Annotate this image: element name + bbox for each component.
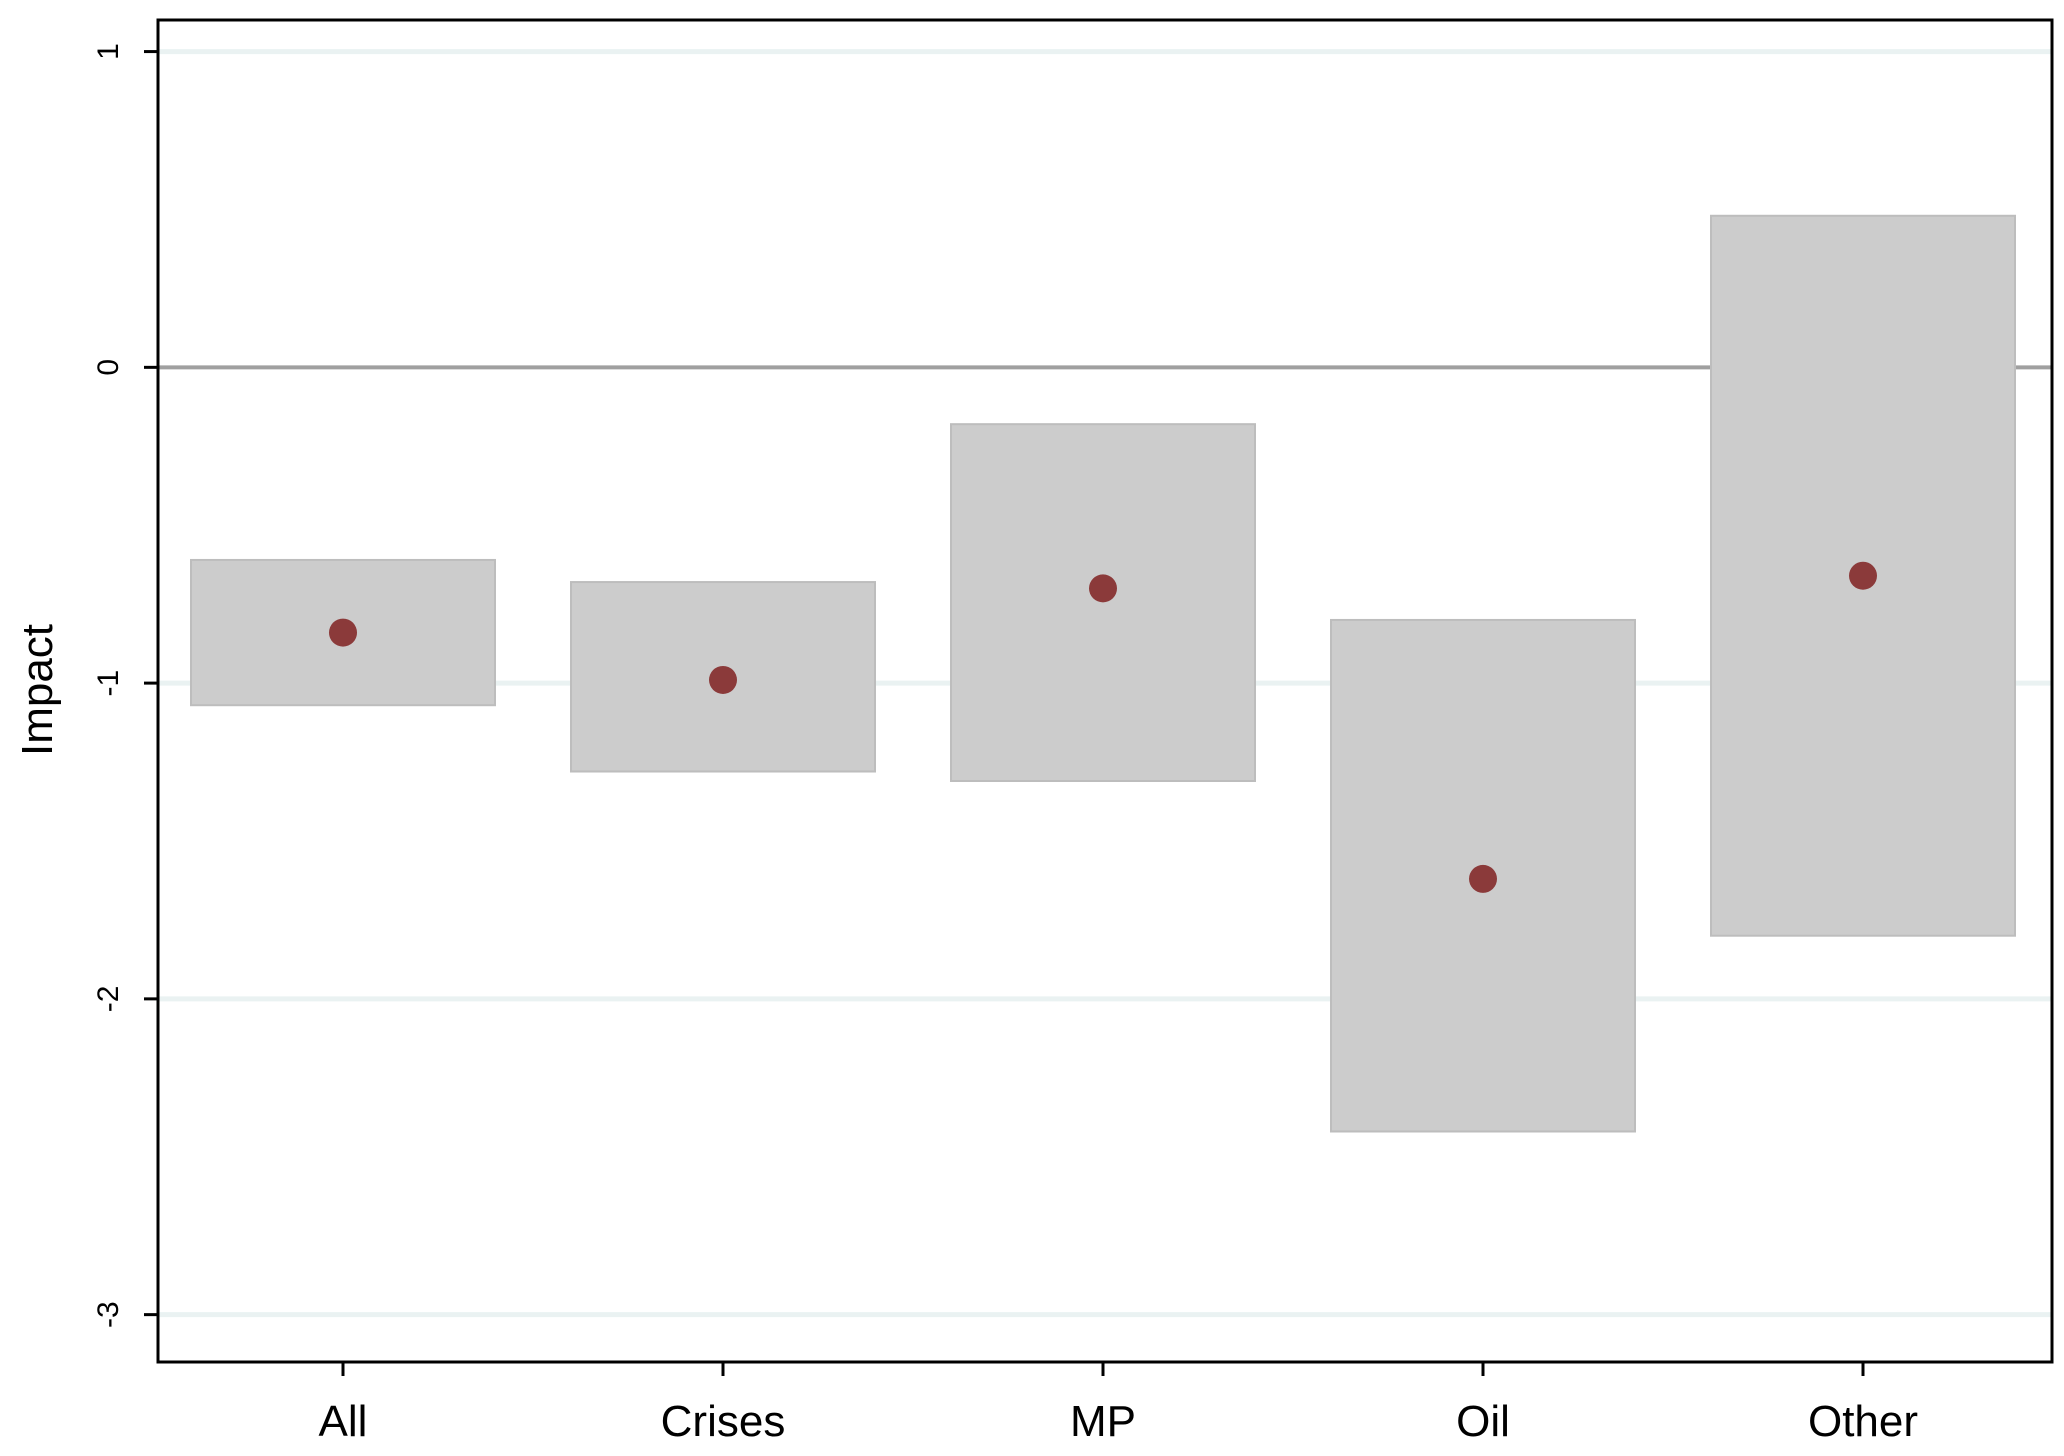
x-tick-label-oil: Oil <box>1456 1397 1510 1446</box>
x-tick-label-other: Other <box>1808 1397 1918 1446</box>
y-tick-label: 1 <box>92 43 125 60</box>
point-estimate-crises <box>709 665 737 694</box>
y-axis-title: Impact <box>13 624 62 756</box>
plot-frame <box>156 18 2054 1364</box>
point-estimate-oil <box>1469 864 1497 893</box>
interval-layer <box>190 214 2016 1133</box>
x-tick-label-mp: MP <box>1070 1397 1136 1446</box>
y-tick-label: 0 <box>92 359 125 376</box>
confidence-interval-mp <box>950 423 1256 782</box>
x-tick-label-all: All <box>319 1397 368 1446</box>
point-layer <box>329 561 1877 893</box>
point-estimate-all <box>329 618 357 647</box>
y-tick-label: -2 <box>92 986 125 1013</box>
point-estimate-other <box>1849 561 1877 590</box>
x-tick-label-crises: Crises <box>661 1397 786 1446</box>
point-estimate-mp <box>1089 574 1117 603</box>
y-tick-label: -1 <box>92 670 125 697</box>
axis-layer: 1 0 -1 -2 -3 All Crises MP Oil Other <box>92 18 2054 1446</box>
y-tick-label: -3 <box>92 1301 125 1328</box>
